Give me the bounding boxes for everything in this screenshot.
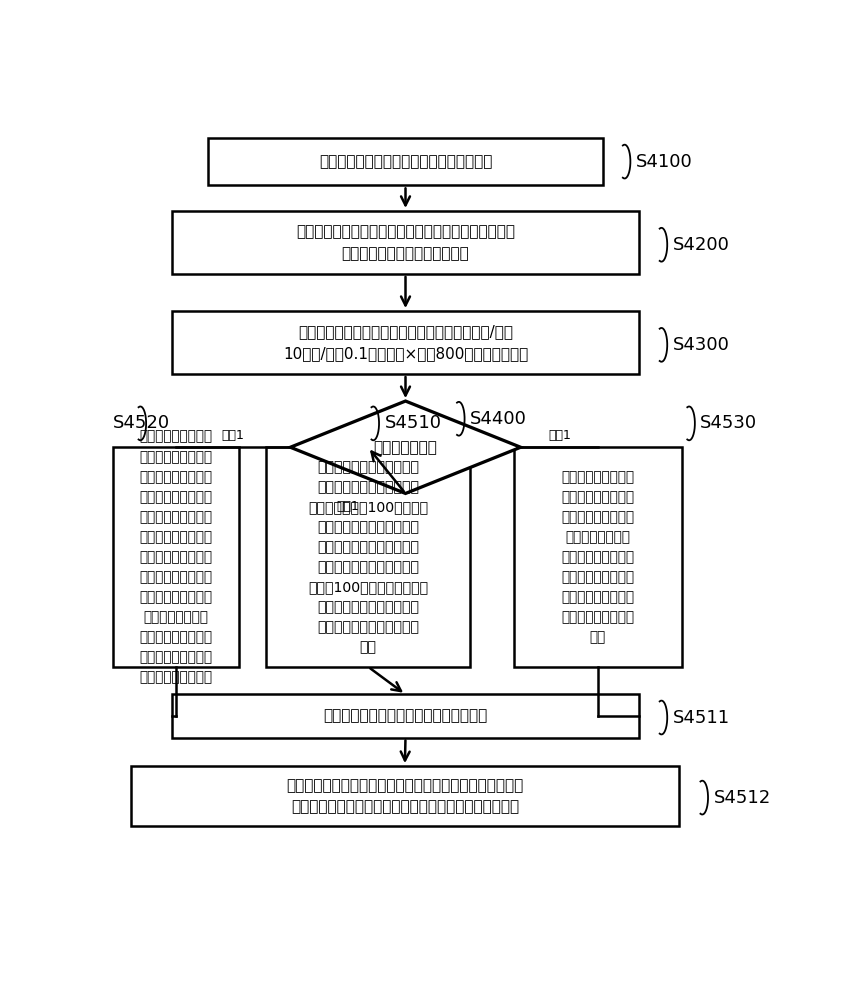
Text: 客户端检测到输入视频后获取视频的当前帧: 客户端检测到输入视频后获取视频的当前帧: [319, 154, 492, 169]
Text: 客户端标记当前帧的
候选区域，当候选区
域被标记的次数达到
预先设定的丢弃值
时，删除对应的跟踪
器，当标记的候选区
域中获取到前景时，
重新分配跟踪器进行
跟: 客户端标记当前帧的 候选区域，当候选区 域被标记的次数达到 预先设定的丢弃值 时…: [561, 470, 634, 644]
Text: S4530: S4530: [700, 414, 757, 432]
Bar: [131, 766, 678, 826]
Text: 获取前景的数量: 获取前景的数量: [374, 440, 437, 455]
Text: 获取在先帧的跟踪器
输出，将跟踪器输出
与候选区域的尺寸进
行对比，若尺寸变化
不超过设定的阈值，
采用背景差分法联合
自适应核相关滤波器
对候选区域建立跟踪
: 获取在先帧的跟踪器 输出，将跟踪器输出 与候选区域的尺寸进 行对比，若尺寸变化 …: [139, 430, 212, 684]
Text: 客户端获取候选区域内相邻
两个前景之间的像素距离，
当像素距离超过100像素时，
分别在两个前景的区域通过
自适应核相关滤波器建立最
小跟踪框，当像素距离小于
: 客户端获取候选区域内相邻 两个前景之间的像素距离， 当像素距离超过100像素时，…: [308, 460, 428, 654]
Text: S4200: S4200: [672, 236, 729, 254]
Text: 等于1: 等于1: [221, 429, 244, 442]
Bar: [266, 447, 470, 667]
Text: S4511: S4511: [672, 709, 730, 727]
Text: S4510: S4510: [385, 414, 441, 432]
Bar: [113, 447, 239, 667]
Bar: [514, 447, 682, 667]
Bar: [171, 694, 639, 738]
Bar: [208, 138, 603, 185]
Text: S4300: S4300: [672, 336, 729, 354]
Text: 小于1: 小于1: [548, 429, 571, 442]
Text: S4520: S4520: [113, 414, 170, 432]
Bar: [171, 211, 639, 274]
Text: S4100: S4100: [636, 153, 693, 171]
Text: S4512: S4512: [713, 789, 771, 807]
Text: S4400: S4400: [470, 410, 527, 428]
Bar: [171, 311, 639, 374]
Text: 最小跟踪框建立后，自适应至前景的尺寸: 最小跟踪框建立后，自适应至前景的尺寸: [323, 708, 487, 723]
Text: 客户端获取候选区域的前景的长和宽，将满足长/宽＞
10，长/宽＜0.1，或者长×宽＜800像素的前景丢弃: 客户端获取候选区域的前景的长和宽，将满足长/宽＞ 10，长/宽＜0.1，或者长×…: [283, 324, 528, 361]
Polygon shape: [290, 401, 520, 493]
Text: 客户端通过背景差分法提取当前帧的前景和背景，获取
候选区域以及候选区域中的前景: 客户端通过背景差分法提取当前帧的前景和背景，获取 候选区域以及候选区域中的前景: [296, 224, 515, 261]
Text: 客户端在所有的候选区域中生成对应的候选跟踪框，并对候
选跟踪框及其中的最小跟踪框建立跟踪器进行自适应跟踪: 客户端在所有的候选区域中生成对应的候选跟踪框，并对候 选跟踪框及其中的最小跟踪框…: [286, 778, 524, 814]
Text: 大于1: 大于1: [337, 500, 360, 513]
